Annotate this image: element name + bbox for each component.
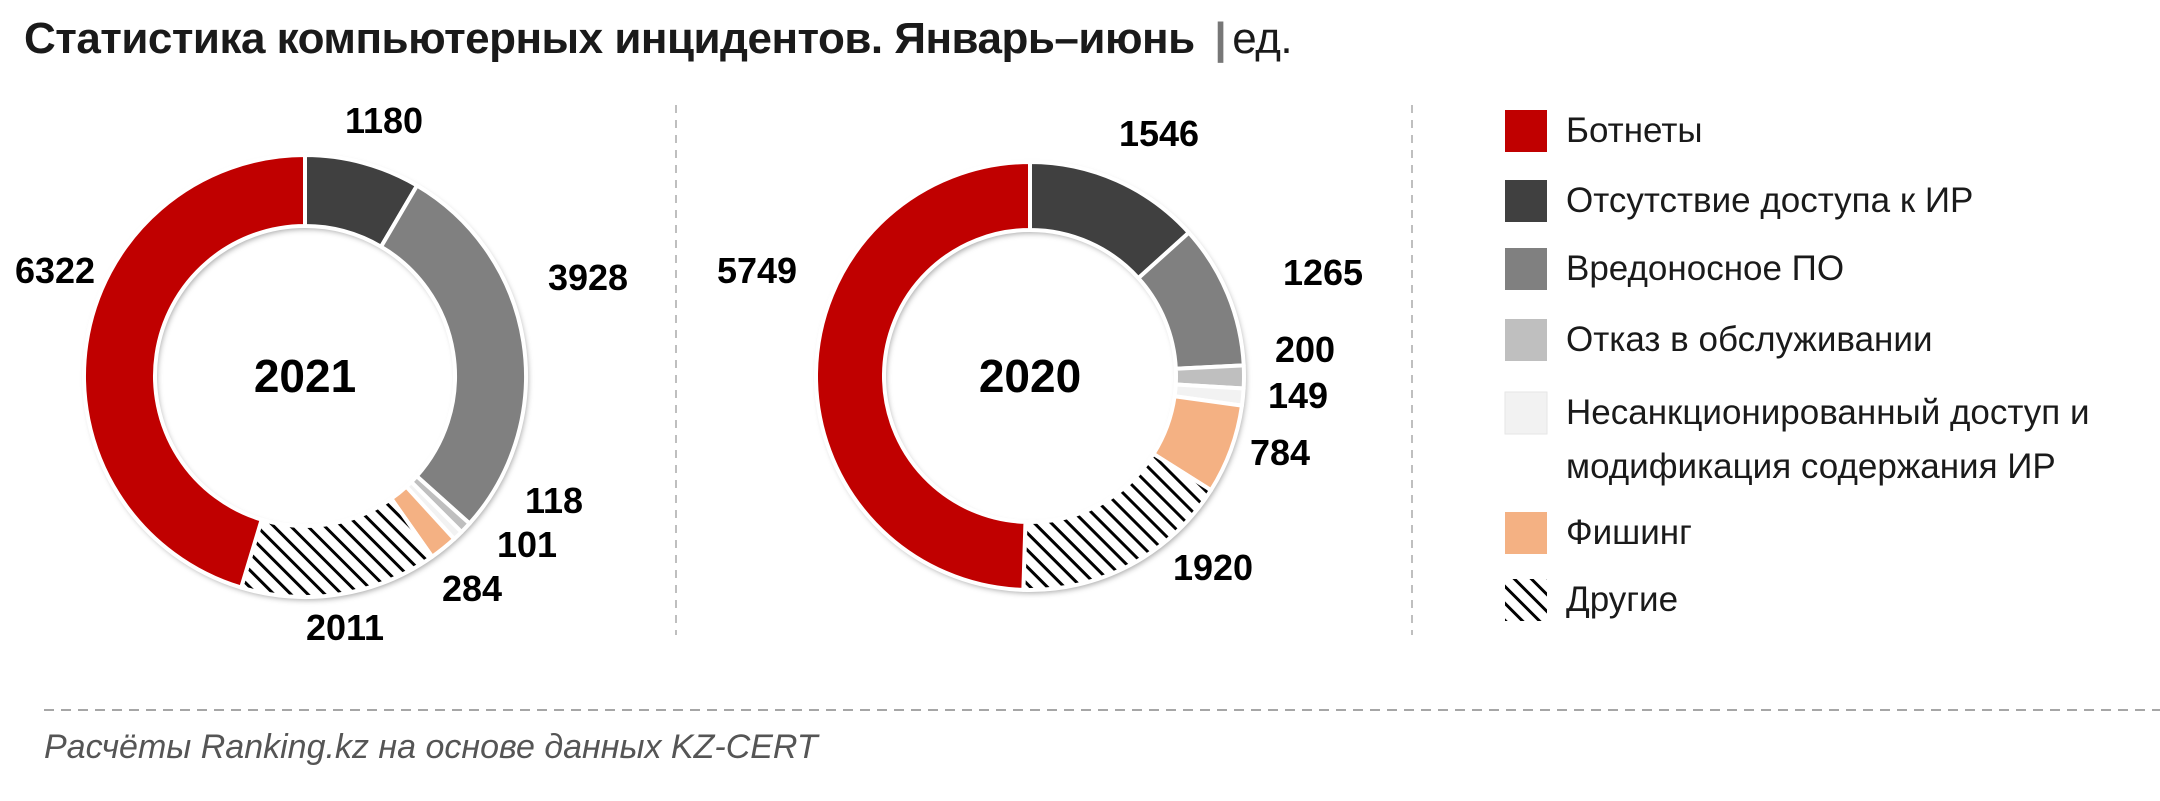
slice-2021-botnets bbox=[82, 153, 307, 590]
legend-label-line: Ботнеты bbox=[1566, 111, 1703, 150]
legend-swatch-other bbox=[1505, 579, 1547, 621]
legend-swatch-dos bbox=[1505, 319, 1547, 361]
value-label-2020-no_access: 1546 bbox=[1119, 113, 1199, 154]
legend-label-line: модификация содержания ИР bbox=[1566, 447, 2056, 486]
value-label-2021-unauthorized: 101 bbox=[497, 524, 557, 565]
value-label-2021-dos: 118 bbox=[525, 480, 583, 521]
legend-swatch-malware bbox=[1505, 248, 1547, 290]
legend-label-other: Другие bbox=[1566, 573, 1678, 627]
legend-swatch-no_access bbox=[1505, 180, 1547, 222]
slice-2021-malware bbox=[379, 183, 528, 526]
legend-label-line: Вредоносное ПО bbox=[1566, 249, 1845, 288]
value-label-2020-dos: 200 bbox=[1275, 329, 1335, 370]
center-label-2020: 2020 bbox=[979, 350, 1081, 402]
value-label-2021-botnets: 6322 bbox=[15, 250, 95, 291]
legend-label-unauthorized: Несанкционированный доступ и модификация … bbox=[1566, 386, 2090, 494]
chart-title: Статистика компьютерных инцидентов. Янва… bbox=[24, 14, 1293, 64]
legend-label-line: Отсутствие доступа к ИР bbox=[1566, 181, 1974, 220]
value-label-2020-unauthorized: 149 bbox=[1268, 375, 1328, 416]
title-separator: | bbox=[1214, 14, 1227, 63]
legend-label-dos: Отказ в обслуживании bbox=[1566, 313, 1933, 367]
legend-label-botnets: Ботнеты bbox=[1566, 104, 1703, 158]
value-label-2020-other: 1920 bbox=[1173, 547, 1253, 588]
value-label-2020-phishing: 784 bbox=[1250, 432, 1310, 473]
value-label-2020-malware: 1265 bbox=[1283, 252, 1363, 293]
donut-2021: 2021 bbox=[82, 153, 528, 599]
title-main: Статистика компьютерных инцидентов. Янва… bbox=[24, 14, 1195, 63]
source-note: Расчёты Ranking.kz на основе данных KZ-C… bbox=[44, 728, 818, 766]
value-label-2020-botnets: 5749 bbox=[717, 250, 797, 291]
legend-swatch-botnets bbox=[1505, 110, 1547, 152]
value-label-2021-malware: 3928 bbox=[548, 257, 628, 298]
center-label-2021: 2021 bbox=[254, 350, 356, 402]
title-unit: ед. bbox=[1232, 14, 1293, 63]
value-label-2021-other: 2011 bbox=[306, 607, 384, 648]
slice-2020-botnets bbox=[814, 160, 1032, 592]
legend-swatch-unauthorized bbox=[1504, 391, 1548, 435]
value-label-2021-no_access: 1180 bbox=[345, 100, 423, 141]
legend-label-malware: Вредоносное ПО bbox=[1566, 242, 1844, 296]
legend-label-line: Несанкционированный доступ и bbox=[1566, 393, 2090, 432]
legend-label-no_access: Отсутствие доступа к ИР bbox=[1566, 174, 1973, 228]
legend-label-line: Другие bbox=[1566, 580, 1679, 619]
legend-swatch-phishing bbox=[1505, 512, 1547, 554]
legend-label-line: Отказ в обслуживании bbox=[1566, 320, 1933, 359]
donut-2020: 2020 bbox=[814, 160, 1246, 592]
slice-2021-other bbox=[239, 496, 435, 599]
legend-label-line: Фишинг bbox=[1566, 513, 1692, 552]
legend-label-phishing: Фишинг bbox=[1566, 506, 1692, 560]
value-label-2021-phishing: 284 bbox=[442, 568, 502, 609]
